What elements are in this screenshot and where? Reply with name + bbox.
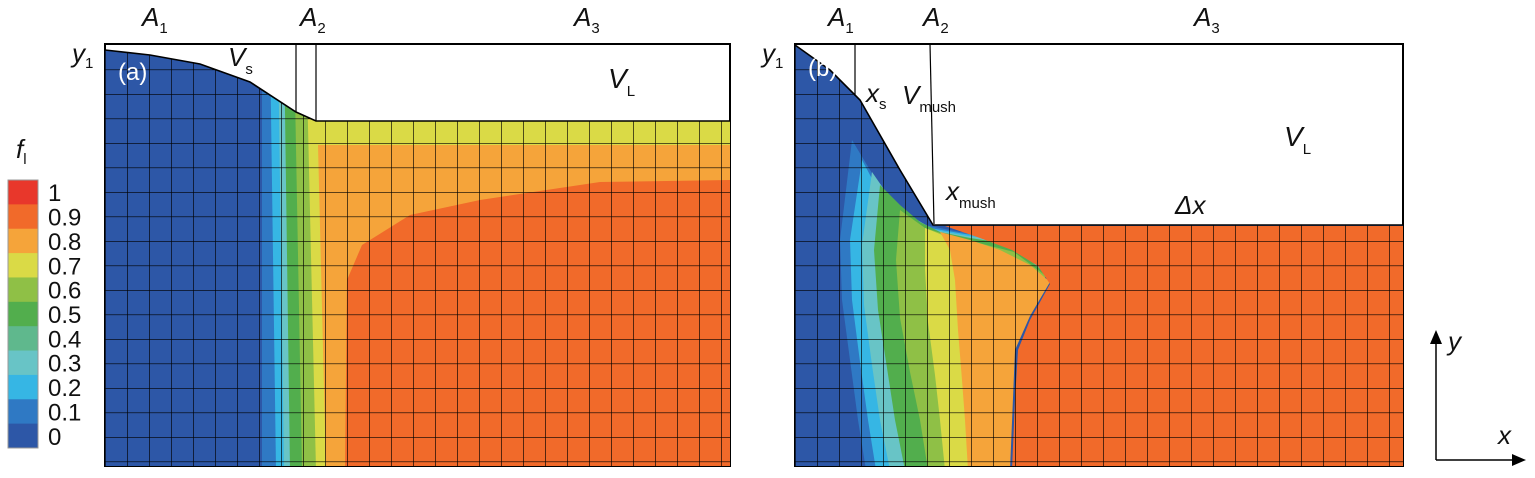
colorbar-swatch	[8, 374, 38, 400]
x-arrowhead-icon	[1512, 454, 1526, 466]
y-arrowhead-icon	[1430, 330, 1442, 344]
panel-b-zone-line-2	[929, 43, 935, 225]
colorbar-tick-label: 0.5	[48, 302, 81, 329]
panel-b: A1 A2 A3 y1 (b) xs Vmush VL xmush Δx	[760, 2, 1404, 467]
panel-a-zone-a3: A3	[572, 2, 600, 37]
colorbar-swatch	[8, 277, 38, 303]
colorbar-swatch	[8, 423, 38, 449]
colorbar-tick-label: 0.9	[48, 205, 81, 232]
colorbar-swatch	[8, 253, 38, 278]
colorbar-swatch	[8, 204, 38, 230]
colorbar-swatches	[8, 180, 38, 449]
panel-b-solid-front: xs	[864, 78, 887, 113]
colorbar-title: fl	[16, 134, 27, 168]
panel-b-liquid-volume: VL	[1284, 121, 1311, 158]
panel-a-y-label: y1	[70, 38, 93, 72]
panel-b-tag: (b)	[808, 55, 837, 82]
colorbar-tick-label: 0.1	[48, 399, 81, 426]
colorbar-tick-label: 0.8	[48, 229, 81, 256]
panel-a-zone-a1: A1	[140, 2, 168, 37]
panel-a-liquid-volume: VL	[608, 63, 635, 100]
colorbar-tick-label: 0.3	[48, 351, 81, 378]
panel-b-solid-boundary	[794, 44, 1403, 226]
x-axis-label: x	[1496, 420, 1512, 450]
panel-a: A1 A2 A3 y1 (a) Vs VL	[70, 2, 731, 467]
colorbar-tick-label: 0.6	[48, 278, 81, 305]
panel-a-solid-volume: Vs	[228, 42, 253, 78]
panel-b-increment: Δx	[1174, 190, 1206, 220]
axes-indicator: y x	[1430, 326, 1526, 466]
panel-b-mush-volume: Vmush	[902, 80, 956, 116]
colorbar-frame	[7, 179, 39, 449]
colorbar-swatch	[8, 326, 38, 352]
panel-b-zone-a2: A2	[921, 2, 949, 37]
panel-b-y-label: y1	[760, 38, 783, 72]
panel-b-mush-front: xmush	[944, 176, 996, 212]
colorbar-tick-label: 0.2	[48, 375, 81, 402]
colorbar-swatch	[8, 301, 38, 327]
colorbar-swatch	[8, 399, 38, 425]
colorbar-swatch	[8, 228, 38, 254]
colorbar-tick-label: 0.7	[48, 253, 81, 280]
y-axis-label: y	[1446, 326, 1463, 356]
panel-a-tag: (a)	[118, 59, 147, 86]
colorbar-swatch	[8, 180, 38, 205]
colorbar: fl 10.90.80.70.60.50.40.30.20.10	[7, 134, 81, 451]
panel-b-zone-a3: A3	[1192, 2, 1220, 37]
colorbar-tick-label: 0	[48, 424, 61, 451]
colorbar-tick-label: 1	[48, 180, 61, 207]
colorbar-labels: 10.90.80.70.60.50.40.30.20.10	[48, 180, 81, 451]
colorbar-swatch	[8, 350, 38, 376]
panel-b-zone-a1: A1	[826, 2, 854, 37]
colorbar-tick-label: 0.4	[48, 326, 81, 353]
panel-a-zone-a2: A2	[298, 2, 326, 37]
